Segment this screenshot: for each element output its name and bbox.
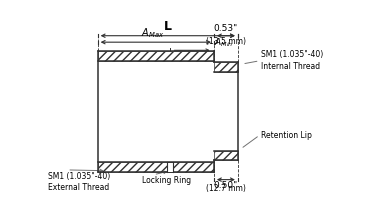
Bar bbox=[98, 162, 214, 172]
Bar bbox=[214, 62, 238, 72]
Bar bbox=[168, 162, 173, 172]
Text: (12.7 mm): (12.7 mm) bbox=[206, 184, 246, 193]
Text: L: L bbox=[164, 20, 172, 33]
Bar bbox=[214, 72, 238, 151]
Text: SM1 (1.035"-40)
External Thread: SM1 (1.035"-40) External Thread bbox=[48, 172, 111, 192]
Bar bbox=[214, 151, 238, 160]
Text: (13.5 mm): (13.5 mm) bbox=[206, 37, 246, 46]
Text: SM1 (1.035"-40)
Internal Thread: SM1 (1.035"-40) Internal Thread bbox=[261, 50, 323, 71]
Text: Retention Lip: Retention Lip bbox=[261, 131, 312, 140]
Text: $A_{Min}$: $A_{Min}$ bbox=[214, 37, 233, 49]
Bar bbox=[96, 50, 239, 172]
Bar bbox=[98, 61, 214, 162]
Text: $A_{Max}$: $A_{Max}$ bbox=[141, 26, 165, 40]
Bar bbox=[98, 51, 214, 61]
Text: Locking Ring: Locking Ring bbox=[142, 176, 191, 185]
Text: 0.50": 0.50" bbox=[214, 181, 238, 190]
Text: 0.53": 0.53" bbox=[214, 24, 238, 33]
